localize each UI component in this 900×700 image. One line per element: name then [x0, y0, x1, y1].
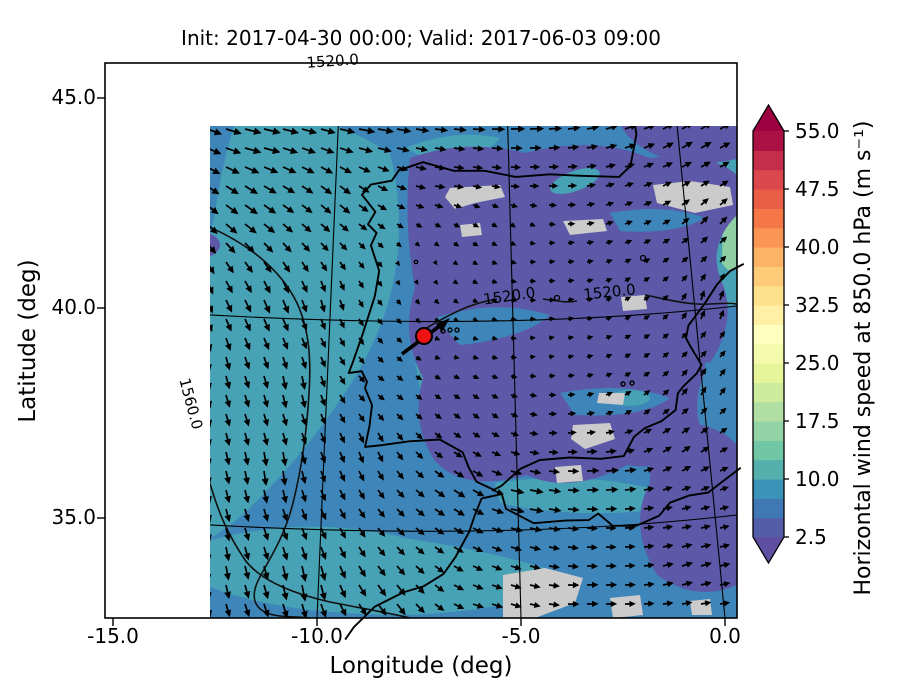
x-tick-label: -10.0: [291, 624, 343, 648]
x-axis-label: Longitude (deg): [329, 653, 513, 679]
colorbar-tick-label: 17.5: [795, 409, 840, 433]
y-tick-label: 35.0: [51, 505, 96, 529]
x-tick-label: 0.0: [709, 624, 741, 648]
location-marker: [400, 318, 450, 356]
coastline: [344, 126, 745, 641]
contour-label-1520-east: 1520.0: [582, 280, 636, 303]
y-tick-label: 40.0: [51, 295, 96, 319]
y-axis-label: Latitude (deg): [15, 259, 41, 423]
contour-label-1520-top: 1520.0: [306, 50, 360, 72]
colorbar-tick-label: 2.5: [795, 525, 827, 549]
graticule: [210, 126, 738, 619]
marker-dot: [415, 327, 433, 345]
colorbar-tick-label: 47.5: [795, 177, 840, 201]
colorbar-tick-label: 10.0: [795, 467, 840, 491]
colorbar-tick-label: 40.0: [795, 235, 840, 259]
contour-label-1560: 1560.0: [175, 376, 206, 431]
y-tick-label: 45.0: [51, 85, 96, 109]
geopotential-contours: [210, 226, 738, 619]
colorbar-tick-label: 32.5: [795, 293, 840, 317]
x-tick-label: -15.0: [87, 624, 139, 648]
plot-title: Init: 2017-04-30 00:00; Valid: 2017-06-0…: [181, 26, 661, 50]
map-area: [210, 126, 745, 641]
colorbar-tick-label: 55.0: [795, 119, 840, 143]
colorbar-tick-label: 25.0: [795, 351, 840, 375]
no-data-patches: [445, 181, 733, 618]
wind-arrows: [210, 126, 731, 619]
colorbar: [752, 103, 789, 565]
wind-speed-fill: [210, 126, 737, 618]
x-tick-label: -5.0: [501, 624, 541, 648]
axes-frame: [97, 62, 738, 626]
